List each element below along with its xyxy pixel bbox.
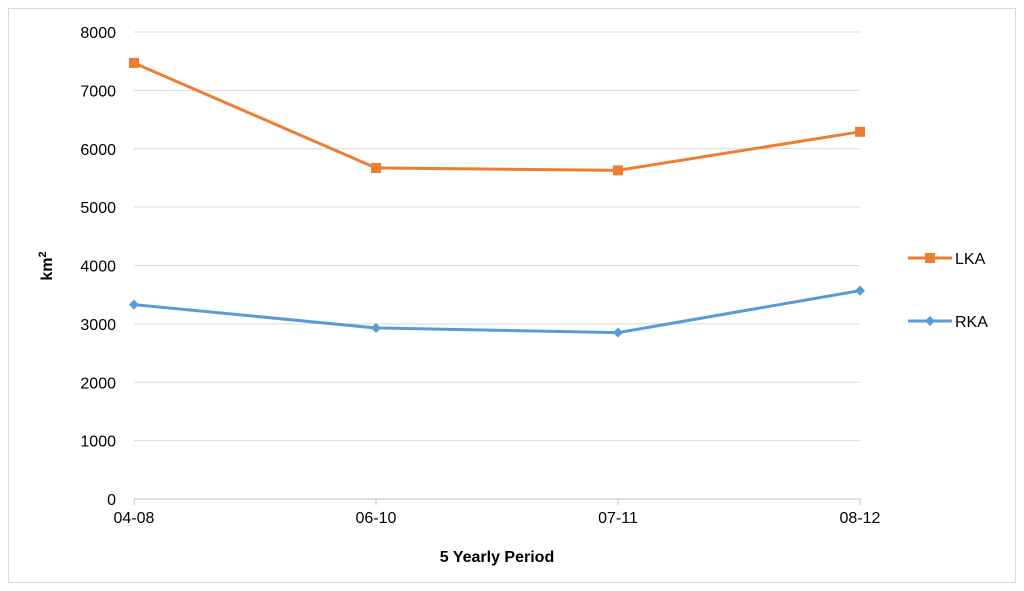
y-tick-label: 1000 (80, 434, 116, 451)
series-layer (129, 57, 865, 338)
legend-marker-lka (925, 253, 935, 263)
data-point-rka (371, 322, 381, 333)
x-tick-label: 08-12 (840, 510, 881, 527)
data-point-lka (613, 165, 623, 176)
y-tick-label: 2000 (80, 375, 116, 392)
data-point-rka (855, 285, 865, 296)
series-rka (129, 285, 865, 338)
y-tick-label: 3000 (80, 317, 116, 334)
x-tick-label: 07-11 (598, 510, 638, 527)
y-axis-title: km2 (37, 251, 56, 280)
x-axis: 04-08 06-10 07-11 08-12 (114, 498, 881, 527)
data-point-rka (613, 327, 623, 338)
y-tick-label: 5000 (80, 200, 116, 217)
x-tick-label: 06-10 (356, 510, 397, 527)
y-tick-label: 8000 (80, 25, 116, 42)
legend-item-lka: LKA (908, 251, 986, 268)
chart-frame (8, 8, 1016, 583)
y-tick-label: 4000 (80, 259, 116, 276)
data-point-lka (855, 126, 865, 137)
legend-marker-rka (925, 316, 935, 326)
x-tick-label: 04-08 (114, 510, 155, 527)
gridlines (134, 31, 860, 500)
legend-label-rka: RKA (955, 314, 988, 331)
legend: LKA RKA (908, 251, 988, 331)
y-tick-label: 6000 (80, 142, 116, 159)
data-point-lka (371, 163, 381, 174)
series-lka (129, 57, 865, 176)
legend-label-lka: LKA (955, 251, 986, 268)
y-tick-label: 0 (107, 492, 116, 509)
series-line-lka (133, 61, 861, 172)
series-line-rka (133, 289, 861, 335)
data-point-rka (129, 299, 139, 310)
legend-item-rka: RKA (908, 314, 988, 331)
y-axis-ticks: 0 1000 2000 3000 4000 5000 6000 7000 8000 (80, 25, 116, 509)
y-tick-label: 7000 (80, 83, 116, 100)
data-point-lka (129, 57, 139, 68)
x-axis-title: 5 Yearly Period (440, 549, 554, 566)
